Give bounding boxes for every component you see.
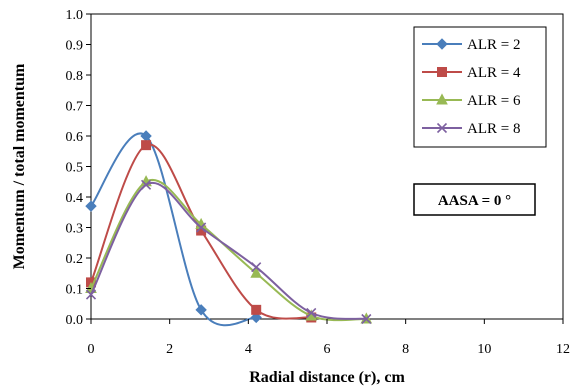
x-tick-label: 8 xyxy=(402,342,409,357)
series-1 xyxy=(85,130,262,327)
data-point xyxy=(250,311,262,324)
legend-item: ALR = 2 xyxy=(422,37,520,53)
legend-marker xyxy=(436,122,448,134)
data-point xyxy=(306,307,317,318)
legend-label: ALR = 2 xyxy=(467,37,520,53)
x-tick-label: 0 xyxy=(88,342,95,357)
legend-marker xyxy=(436,93,448,105)
y-axis-title: Momentum / total momentum xyxy=(11,63,28,269)
legend-marker xyxy=(437,67,447,77)
y-tick-label: 0.0 xyxy=(66,313,84,328)
annotation-frame xyxy=(413,183,536,216)
legend-item: ALR = 8 xyxy=(422,121,520,137)
legend-label: ALR = 8 xyxy=(467,121,520,137)
data-point xyxy=(361,313,372,325)
y-tick-label: 0.2 xyxy=(66,252,84,267)
x-tick-label: 6 xyxy=(324,342,331,357)
legend-label: ALR = 4 xyxy=(467,65,521,81)
annotation-label: AASA = 0 ° xyxy=(438,193,511,209)
y-tick-label: 0.4 xyxy=(66,191,84,206)
legend-item: ALR = 4 xyxy=(422,65,521,81)
x-tick-label: 4 xyxy=(245,342,252,357)
legend-marker xyxy=(436,38,448,50)
annotation-box: AASA = 0 ° xyxy=(413,183,536,216)
data-point xyxy=(251,262,262,273)
axes-layer: 0.0 0.1 0.2 0.3 0.4 0.5 0.6 0.7 0.8 0.9 1.0 0 2 4 6 8 10… xyxy=(66,8,571,357)
x-axis-title: Radial distance (r), cm xyxy=(249,369,405,386)
y-tick-label: 0.3 xyxy=(66,222,84,237)
data-point xyxy=(251,304,262,315)
series-4 xyxy=(85,179,372,325)
data-point xyxy=(141,179,152,190)
legend-label: ALR = 6 xyxy=(467,93,521,109)
data-point xyxy=(85,200,97,212)
legend-item: ALR = 6 xyxy=(422,93,521,109)
data-point xyxy=(250,266,263,278)
data-point xyxy=(141,140,152,151)
y-tick-label: 0.8 xyxy=(66,69,84,84)
legend: ALR = 2 ALR = 4 ALR = 6 ALR = 8 xyxy=(413,26,547,148)
x-tick-label: 10 xyxy=(477,342,491,357)
x-tick-label: 12 xyxy=(556,342,570,357)
y-tick-label: 0.6 xyxy=(66,130,84,145)
x-tick-label: 2 xyxy=(166,342,173,357)
y-tick-label: 0.9 xyxy=(66,39,84,54)
y-tick-label: 0.5 xyxy=(66,161,84,176)
series-line xyxy=(90,132,257,327)
data-point xyxy=(85,289,97,300)
y-tick-label: 1.0 xyxy=(66,8,84,23)
data-point xyxy=(196,222,207,233)
data-point xyxy=(195,304,207,316)
y-tick-label: 0.7 xyxy=(66,100,84,115)
series-layer xyxy=(85,130,373,327)
y-tick-label: 0.1 xyxy=(66,283,84,298)
